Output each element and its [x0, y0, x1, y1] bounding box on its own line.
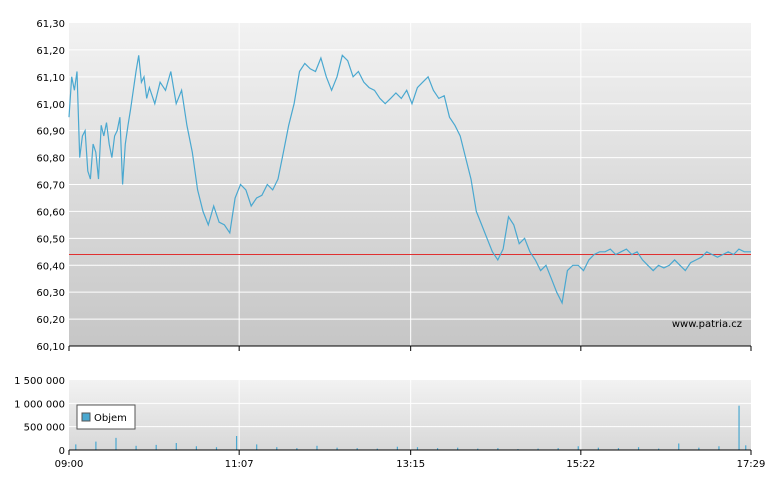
price-y-tick-label: 60,50 — [36, 234, 65, 245]
volume-bar — [537, 448, 539, 450]
volume-bar — [215, 447, 218, 450]
volume-bar — [617, 448, 620, 450]
volume-bar — [356, 448, 358, 450]
volume-bar — [577, 446, 579, 450]
price-y-tick-label: 61,30 — [36, 19, 65, 30]
volume-bar — [658, 448, 660, 450]
volume-bar — [718, 446, 720, 450]
volume-x-axis: 09:00 11:07 13:15 15:22 17:29 — [55, 450, 766, 470]
volume-y-axis: 0 500 000 1 000 000 1 500 000 — [14, 376, 65, 457]
volume-bar — [75, 444, 77, 450]
price-grid — [69, 23, 751, 346]
volume-bar — [738, 405, 740, 450]
volume-bar — [457, 447, 459, 450]
volume-panel: 0 500 000 1 000 000 1 500 000 09:00 11:07 13:… — [14, 376, 765, 470]
x-tick-label: 13:15 — [396, 459, 425, 470]
volume-bar — [416, 447, 419, 450]
volume-bar — [155, 444, 157, 450]
volume-bars — [75, 405, 747, 450]
volume-y-tick-label: 500 000 — [24, 423, 65, 434]
price-y-tick-label: 60,10 — [36, 342, 65, 353]
price-y-tick-label: 60,70 — [36, 181, 65, 192]
price-y-tick-label: 60,30 — [36, 288, 65, 299]
legend-swatch — [81, 412, 91, 422]
x-tick-label: 09:00 — [55, 459, 84, 470]
price-y-tick-label: 61,10 — [36, 73, 65, 84]
price-y-tick-label: 60,90 — [36, 127, 65, 138]
volume-y-tick-label: 1 500 000 — [14, 376, 65, 387]
price-y-tick-label: 61,20 — [36, 46, 65, 57]
volume-bar — [376, 448, 378, 450]
price-y-tick-label: 60,60 — [36, 207, 65, 218]
volume-y-tick-label: 1 000 000 — [14, 399, 65, 410]
volume-bar — [557, 448, 559, 450]
volume-bar — [497, 448, 499, 450]
volume-bar — [256, 444, 258, 450]
volume-grid — [69, 380, 751, 450]
volume-bar — [316, 445, 318, 450]
legend-label: Objem — [94, 413, 127, 424]
volume-bar — [678, 443, 680, 450]
volume-bar — [195, 446, 197, 450]
price-panel: 60,10 60,20 60,30 60,40 60,50 60,60 60,70 60,80… — [36, 19, 752, 353]
price-x-axis — [68, 346, 752, 351]
volume-bar — [175, 443, 177, 450]
volume-bar — [396, 446, 398, 450]
volume-bar — [477, 448, 479, 450]
volume-bar — [296, 448, 298, 450]
price-y-tick-label: 60,80 — [36, 154, 65, 165]
watermark: www.patria.cz — [672, 319, 742, 330]
volume-bar — [135, 445, 137, 450]
volume-plot-background — [69, 380, 751, 450]
price-y-tick-label: 60,20 — [36, 315, 65, 326]
price-y-axis: 60,10 60,20 60,30 60,40 60,50 60,60 60,70 60,80… — [36, 19, 65, 353]
x-tick-label: 11:07 — [225, 459, 254, 470]
volume-bar — [637, 447, 640, 450]
volume-bar — [745, 445, 747, 450]
price-y-tick-label: 61,00 — [36, 100, 65, 111]
volume-bar — [235, 436, 238, 450]
volume-bar — [436, 448, 439, 450]
volume-bar — [115, 437, 117, 450]
volume-bar — [698, 447, 700, 450]
x-tick-label: 17:29 — [737, 459, 766, 470]
volume-bar — [276, 447, 278, 450]
volume-bar — [336, 447, 338, 450]
x-tick-label: 15:22 — [566, 459, 595, 470]
volume-bar — [597, 447, 599, 450]
volume-y-tick-label: 0 — [59, 446, 65, 457]
price-y-tick-label: 60,40 — [36, 261, 65, 272]
price-series-line — [68, 54, 751, 305]
volume-bar — [95, 441, 97, 450]
volume-legend: Objem — [76, 404, 136, 430]
